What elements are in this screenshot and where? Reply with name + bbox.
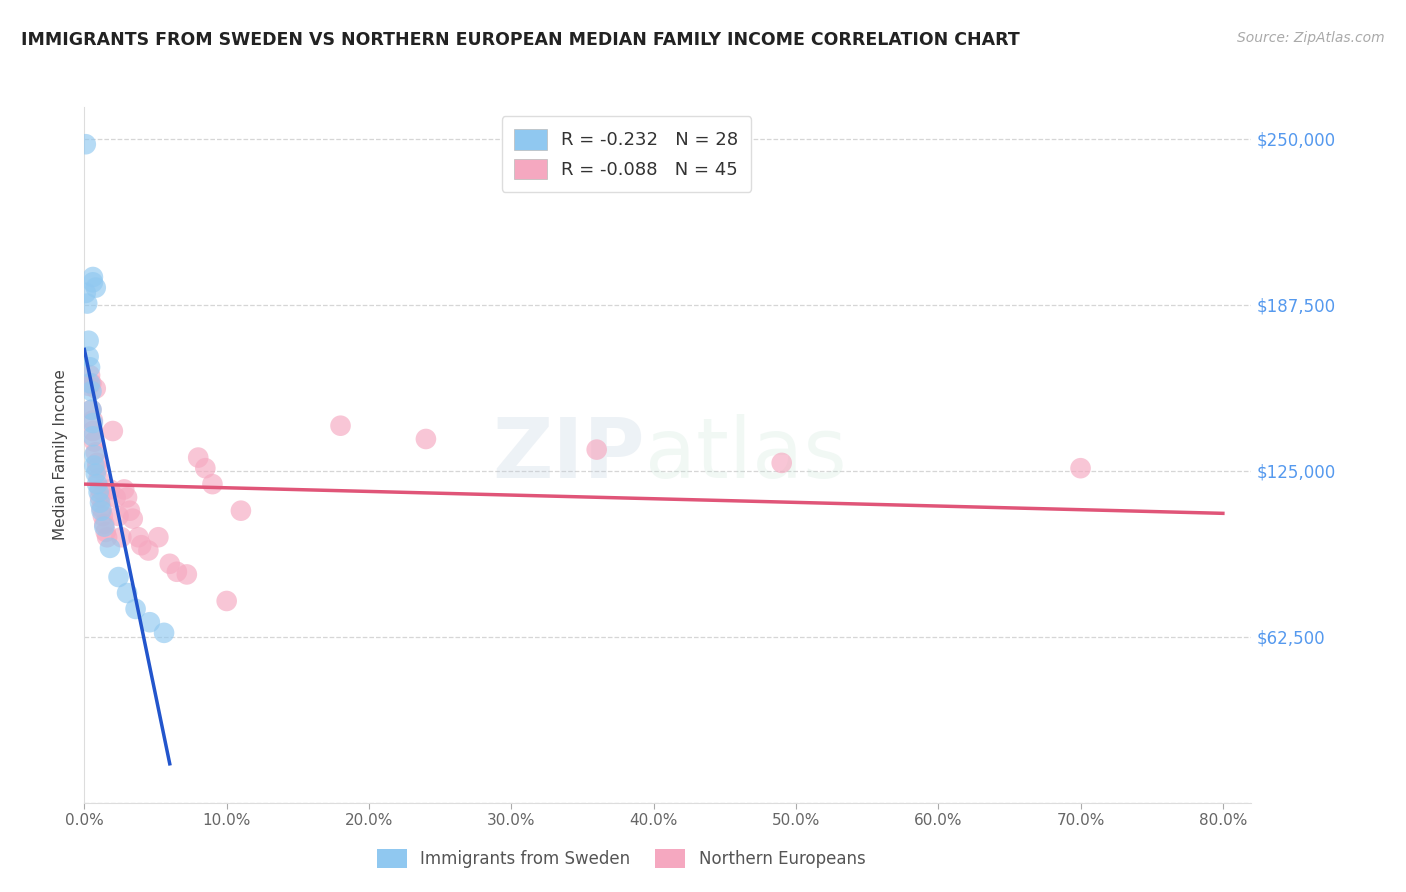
Point [89,491,111,505]
Point [82,429,104,443]
Y-axis label: Median Family Income: Median Family Income [53,369,69,541]
Point [1070,461,1092,475]
Point [79,376,101,391]
Point [176,567,198,582]
Point [84,445,107,459]
Point [77,334,100,348]
Point [201,477,224,491]
Point [90,501,112,516]
Point [80,402,103,417]
Point [76,296,98,310]
Point [194,461,217,475]
Point [153,625,176,640]
Point [82,416,104,430]
Point [84,467,107,481]
Point [139,615,162,630]
Point [187,450,209,465]
Point [94,524,117,539]
Point [98,541,121,555]
Point [127,530,149,544]
Text: atlas: atlas [644,415,846,495]
Point [80,376,103,391]
Point [107,570,129,584]
Point [80,402,103,417]
Point [93,516,115,531]
Point [148,530,170,544]
Point [215,594,238,608]
Point [770,456,793,470]
Legend: Immigrants from Sweden, Northern Europeans: Immigrants from Sweden, Northern Europea… [370,842,872,874]
Point [124,602,146,616]
Point [75,137,97,152]
Point [115,491,138,505]
Point [77,379,100,393]
Point [89,496,111,510]
Point [75,285,97,300]
Point [138,543,160,558]
Point [91,508,114,523]
Text: ZIP: ZIP [492,415,644,495]
Point [79,368,101,383]
Point [118,504,141,518]
Point [104,491,127,505]
Point [87,485,110,500]
Point [89,483,111,497]
Point [83,448,105,462]
Point [101,424,124,438]
Point [79,360,101,375]
Point [129,538,152,552]
Point [77,350,100,364]
Point [87,472,110,486]
Point [159,557,181,571]
Point [86,456,108,470]
Point [83,434,105,449]
Point [80,384,103,399]
Point [98,483,121,497]
Point [86,461,108,475]
Point [112,483,135,497]
Point [82,413,104,427]
Point [229,504,252,518]
Point [84,382,107,396]
Point [93,519,115,533]
Point [82,275,104,289]
Point [82,424,104,438]
Point [107,508,129,523]
Text: IMMIGRANTS FROM SWEDEN VS NORTHERN EUROPEAN MEDIAN FAMILY INCOME CORRELATION CHA: IMMIGRANTS FROM SWEDEN VS NORTHERN EUROP… [21,31,1019,49]
Point [115,586,138,600]
Point [110,530,132,544]
Point [86,477,108,491]
Point [121,511,143,525]
Point [84,280,107,294]
Point [415,432,437,446]
Point [96,530,118,544]
Text: Source: ZipAtlas.com: Source: ZipAtlas.com [1237,31,1385,45]
Point [329,418,352,433]
Point [83,458,105,473]
Point [166,565,188,579]
Point [82,270,104,285]
Point [90,504,112,518]
Point [585,442,607,457]
